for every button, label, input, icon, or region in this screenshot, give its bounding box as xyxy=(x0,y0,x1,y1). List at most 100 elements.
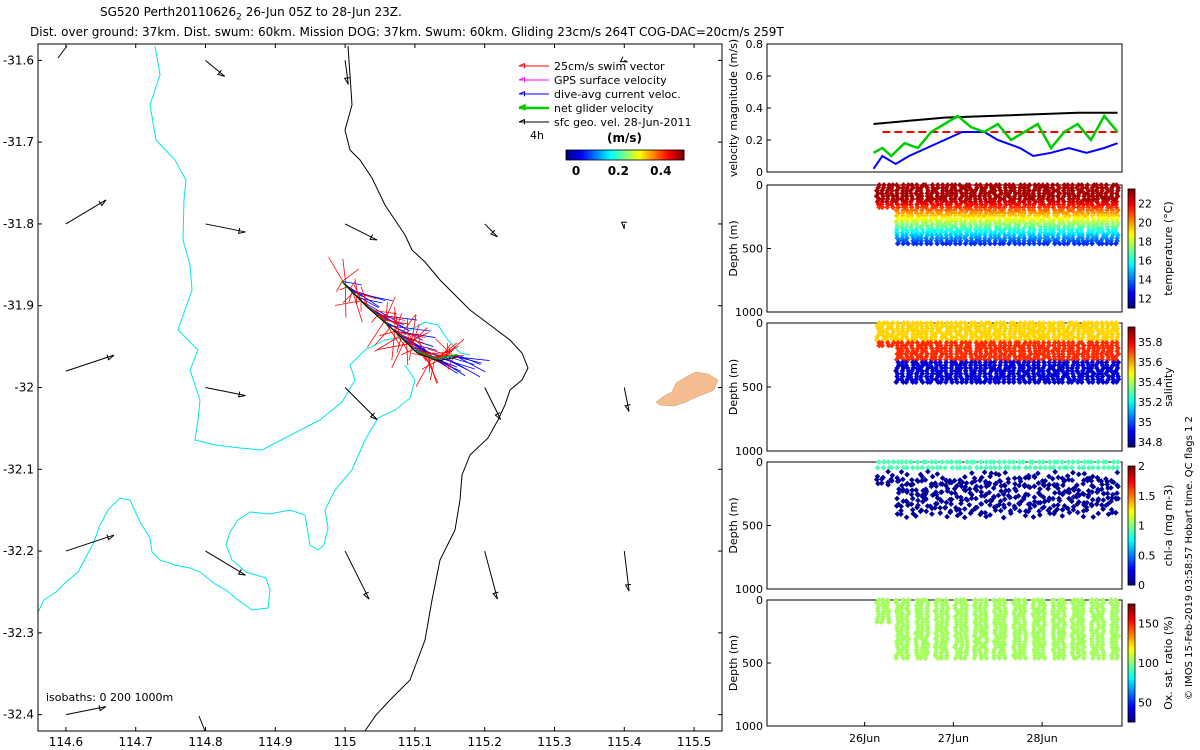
geo-vector-8 xyxy=(344,60,349,85)
cast-point xyxy=(958,483,965,490)
cast-point xyxy=(910,240,917,247)
cast-point xyxy=(1068,379,1075,385)
cast-point xyxy=(1109,491,1116,498)
colorbar-tick-label: 0 xyxy=(572,164,580,178)
section-colorbar-cell xyxy=(1128,210,1135,214)
section-colorbar-cell xyxy=(1128,215,1135,219)
cast-point xyxy=(996,471,1002,478)
cast-point xyxy=(1070,469,1076,476)
cast-point xyxy=(1069,464,1075,471)
legend-colorbar-cell xyxy=(660,150,663,160)
cast-point xyxy=(1050,495,1056,502)
cast-point xyxy=(905,240,911,247)
cast-point xyxy=(885,619,892,626)
cast-point xyxy=(983,464,989,471)
cast-point xyxy=(1070,459,1076,465)
cast-point xyxy=(1044,240,1051,247)
cast-point xyxy=(1016,459,1023,465)
cast-point xyxy=(1005,464,1012,471)
geo-vector-0-head xyxy=(98,199,107,207)
cast-point xyxy=(1103,502,1109,509)
legend-label-3: net glider velocity xyxy=(554,102,654,115)
cast-point xyxy=(894,478,901,485)
cast-point xyxy=(1075,459,1081,465)
section-colorbar-cell xyxy=(1128,394,1135,398)
legend-colorbar-cell xyxy=(668,150,671,160)
cast-point xyxy=(977,511,984,518)
section-colorbar-cell xyxy=(1128,515,1135,519)
section-colorbar-cell xyxy=(1128,613,1135,617)
legend-arrow-1-head xyxy=(518,76,526,83)
cast-point xyxy=(957,464,963,471)
cast-point xyxy=(1000,502,1007,508)
section-colorbar-cell xyxy=(1128,644,1135,647)
section-colorbar-cell xyxy=(1128,496,1135,500)
swim-vector-46 xyxy=(391,340,406,368)
swim-vector-4 xyxy=(409,334,420,353)
cast-point xyxy=(969,492,975,498)
legend-colorbar-cell xyxy=(593,150,596,160)
section-colorbar-cell xyxy=(1128,677,1135,681)
section-colorbar-cell xyxy=(1128,506,1135,510)
cast-point xyxy=(1001,459,1008,465)
section-colorbar-cell xyxy=(1128,248,1135,252)
cast-point xyxy=(1015,464,1022,471)
section-colorbar-cell xyxy=(1128,358,1135,362)
velocity-frame xyxy=(766,43,1123,173)
cast-point xyxy=(1006,379,1012,385)
cast-point xyxy=(943,240,949,247)
section-colorbar-cell xyxy=(1128,604,1135,607)
section-colorbar-cell xyxy=(1128,411,1135,414)
section-colorbar-cell xyxy=(1128,212,1135,216)
section-colorbar-cell xyxy=(1128,203,1135,207)
geo-vector-14 xyxy=(484,550,498,600)
time-tick-label: 27Jun xyxy=(938,732,969,745)
cast-point xyxy=(1110,459,1117,465)
colorbar-label-oxygen: Ox. sat. ratio (%) xyxy=(1162,616,1175,710)
cast-point xyxy=(1101,464,1107,471)
cast-point xyxy=(1070,503,1077,510)
section-colorbar-cell xyxy=(1128,377,1135,381)
cast-point xyxy=(1006,501,1013,507)
section-colorbar-cell xyxy=(1128,674,1135,678)
cast-point xyxy=(981,469,988,476)
cast-point xyxy=(1085,459,1091,465)
cast-point xyxy=(894,464,900,471)
cast-point xyxy=(1093,501,1100,508)
section-colorbar-cell xyxy=(1128,475,1135,479)
cast-point xyxy=(939,459,945,465)
cast-point xyxy=(943,482,949,489)
cast-point xyxy=(1031,240,1037,247)
cast-point xyxy=(909,495,916,502)
section-ytick-label: 500 xyxy=(742,381,763,394)
current-vector-0 xyxy=(341,280,362,286)
legend-colorbar-cell xyxy=(611,150,614,160)
cast-point xyxy=(990,485,997,491)
section-colorbar-cell xyxy=(1128,511,1135,515)
section-colorbar-cell xyxy=(1128,355,1135,359)
section-colorbar-cell xyxy=(1128,408,1135,412)
cast-point xyxy=(947,509,954,516)
section-colorbar-cell xyxy=(1128,546,1135,550)
cast-point xyxy=(1010,459,1017,465)
cast-point xyxy=(996,478,1003,484)
legend-colorbar-cell xyxy=(569,150,573,160)
cast-point xyxy=(1100,490,1107,497)
legend-colorbar-cell xyxy=(623,150,626,160)
section-colorbar-cell xyxy=(1128,681,1135,685)
legend-label-0: 25cm/s swim vector xyxy=(554,60,665,73)
cast-point xyxy=(1037,512,1043,518)
section-colorbar-cell xyxy=(1128,370,1135,374)
colorbar-tick-salinity: 35.6 xyxy=(1138,356,1163,369)
section-colorbar-cell xyxy=(1128,341,1135,345)
cast-point xyxy=(1047,510,1053,517)
colorbar-tick-temperature: 16 xyxy=(1138,254,1152,267)
cast-point xyxy=(925,464,932,471)
section-ytick-label: 0 xyxy=(756,317,763,330)
cast-point xyxy=(929,492,936,498)
cast-point xyxy=(996,464,1003,471)
cast-point xyxy=(966,502,973,508)
cast-point xyxy=(1094,474,1101,481)
cast-point xyxy=(987,464,994,471)
cast-point xyxy=(1020,240,1027,247)
